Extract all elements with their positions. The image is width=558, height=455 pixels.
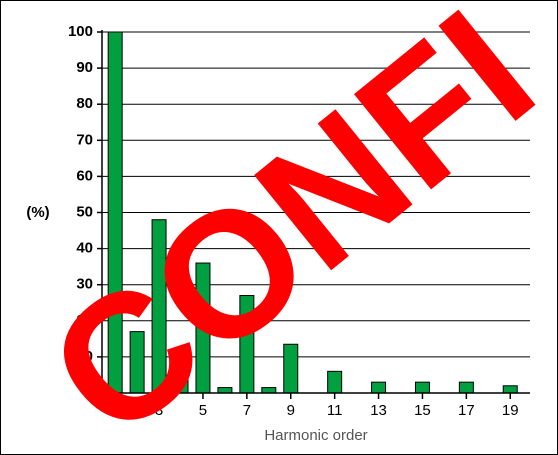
bar <box>371 381 387 394</box>
x-tick-label: 15 <box>414 402 431 419</box>
y-tick-label: 50 <box>76 203 93 220</box>
bar <box>327 370 343 394</box>
x-tick-label: 19 <box>502 402 519 419</box>
y-tick-label: 30 <box>76 276 93 293</box>
y-tick-label: 20 <box>76 312 93 329</box>
y-tick-label: 70 <box>76 131 93 148</box>
x-tick-label: 11 <box>327 402 343 419</box>
bar <box>414 381 430 394</box>
bar <box>458 381 474 394</box>
x-tick-label: 3 <box>155 402 163 419</box>
x-axis-label: Harmonic order <box>264 427 367 444</box>
x-tick-label: 9 <box>287 402 295 419</box>
y-tick-label: 90 <box>76 59 93 76</box>
x-tick-label: 13 <box>370 402 387 419</box>
y-tick-label: 60 <box>76 167 93 184</box>
y-tick-label: 100 <box>68 23 93 40</box>
y-tick-label: 10 <box>76 348 93 365</box>
bar <box>502 385 518 394</box>
y-axis-label: (%) <box>26 204 49 221</box>
y-tick-label: 80 <box>76 95 93 112</box>
x-tick-label: 17 <box>458 402 475 419</box>
x-tick-label: 1 <box>111 402 119 419</box>
bar <box>261 387 277 394</box>
y-tick-label: 40 <box>76 240 93 257</box>
x-tick-label: 7 <box>243 402 251 419</box>
bars <box>107 31 518 394</box>
y-tick-label: 0 <box>85 384 93 401</box>
x-tick-label: 5 <box>199 402 207 419</box>
